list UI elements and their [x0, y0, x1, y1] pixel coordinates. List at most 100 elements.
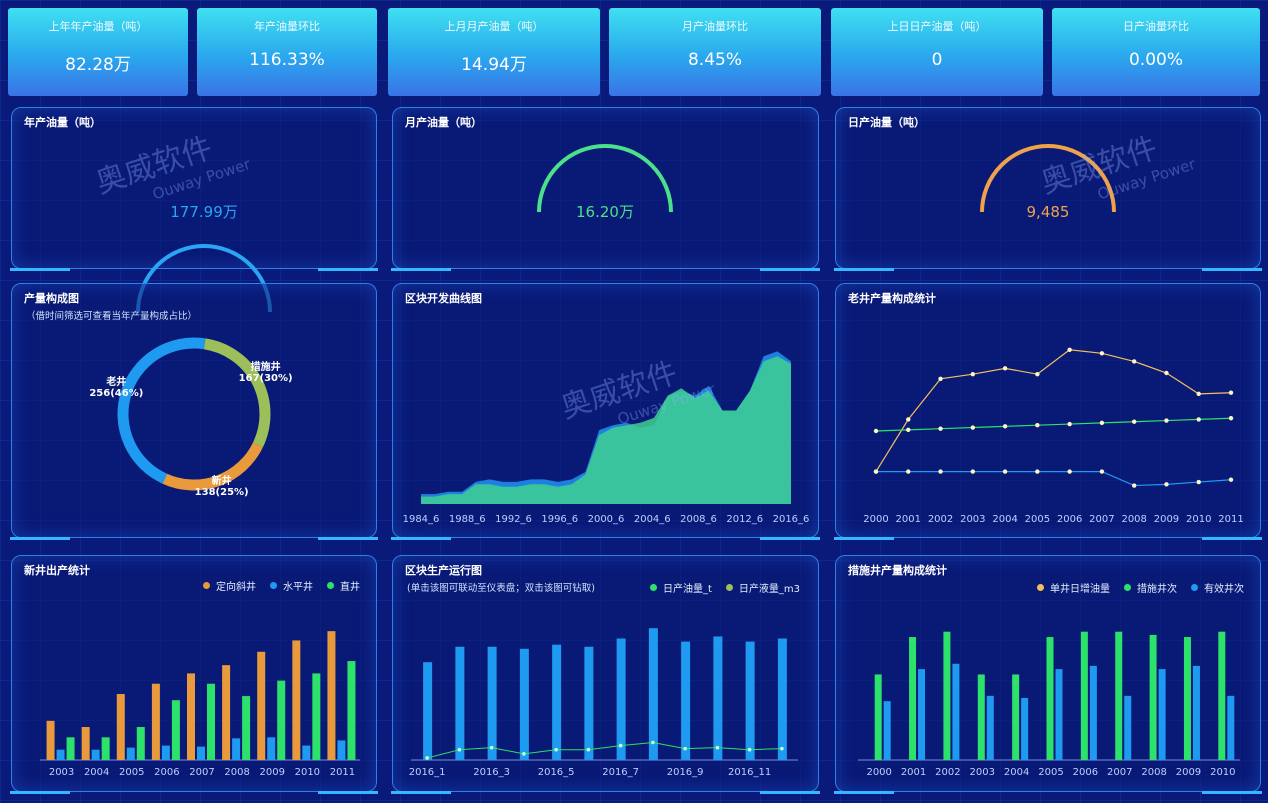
x-tick-label: 1996_6	[541, 514, 578, 525]
bar	[136, 727, 145, 760]
line-point	[683, 746, 687, 751]
line-point	[1131, 419, 1137, 424]
line-point	[489, 745, 494, 750]
bar	[423, 662, 433, 760]
line-point	[1002, 424, 1008, 429]
x-tick-label: 2016_11	[728, 767, 771, 778]
old-well-panel[interactable]: 老井产量构成统计 2000 2001 2002 2003 2004 2005 2006 200…	[834, 283, 1262, 540]
legend-item[interactable]: 日产油量_t	[649, 580, 712, 595]
bar	[584, 646, 594, 760]
panel-title: 新井出产统计	[24, 564, 90, 577]
legend-item[interactable]: 单井日增油量	[1037, 580, 1110, 595]
kpi-card-year-ratio: 年产油量环比 116.33%	[197, 8, 377, 96]
x-tick-label: 2009	[1154, 514, 1179, 525]
legend-dot	[327, 582, 334, 589]
gauge-panel-day[interactable]: 日产油量（吨） 9,485	[834, 107, 1262, 271]
line-point	[1131, 359, 1137, 364]
legend-dot	[649, 584, 657, 591]
line-point	[1131, 483, 1137, 488]
bar	[1149, 634, 1157, 760]
bar	[943, 631, 951, 760]
legend-item[interactable]: 直井	[327, 578, 360, 593]
kpi-label: 上日日产油量（吨）	[887, 20, 987, 33]
x-tick-label: 2005	[1038, 767, 1063, 778]
bar-chart: 2016_1 2016_3 2016_5 2016_7 2016_9 2016_11	[409, 628, 798, 778]
bar	[909, 637, 917, 760]
area-series	[421, 356, 791, 504]
kpi-value: 8.45%	[687, 50, 742, 70]
line-point	[1035, 371, 1040, 377]
x-tick-label: 2016_1	[409, 767, 446, 778]
bar	[1080, 631, 1088, 760]
kpi-card-month-ratio: 月产油量环比 8.45%	[609, 8, 821, 96]
x-tick-label: 2008	[1141, 767, 1166, 778]
gauge-panel-month[interactable]: 月产油量（吨） 16.20万	[391, 107, 820, 271]
bar	[1218, 631, 1226, 760]
bar	[302, 745, 311, 760]
legend-item[interactable]: 定向斜井	[203, 578, 256, 593]
line-point	[938, 376, 943, 381]
x-tick-label: 2008	[1121, 514, 1146, 525]
panel-title: 区块开发曲线图	[405, 292, 482, 305]
legend: 定向斜井 水平井 直井	[203, 578, 360, 593]
legend-dot	[1191, 584, 1198, 591]
x-tick-label: 1992_6	[495, 514, 532, 525]
line-point	[1164, 482, 1169, 487]
line-point	[1067, 347, 1072, 352]
bar	[1089, 665, 1097, 760]
measure-well-panel[interactable]: 措施井产量构成统计 单井日增油量 措施井次 有效井次 2000 2001 2002 2…	[834, 555, 1262, 794]
bar	[161, 745, 170, 760]
line-point	[586, 747, 591, 752]
x-tick-label: 2008_6	[680, 514, 717, 525]
bar	[745, 641, 755, 760]
kpi-label: 年产油量环比	[254, 20, 320, 33]
legend-item[interactable]: 措施井次	[1124, 580, 1177, 595]
panel-subtitle: (单击该图可联动至仪表盘；双击该图可钻取)	[407, 583, 595, 594]
line-point	[970, 425, 976, 430]
bar	[1183, 637, 1191, 760]
x-tick-label: 2001	[896, 514, 921, 525]
x-tick-label: 2006	[154, 767, 179, 778]
legend-label: 措施井次	[1137, 584, 1177, 595]
bar	[777, 638, 787, 760]
line-point	[1196, 391, 1201, 397]
block-prod-panel[interactable]: 区块生产运行图 (单击该图可联动至仪表盘；双击该图可钻取) 日产油量_t 日产液…	[391, 555, 820, 794]
bar	[187, 673, 195, 760]
bar	[116, 694, 125, 760]
bar	[986, 695, 994, 760]
gauge-panel-year[interactable]: 年产油量（吨） 177.99万	[10, 107, 378, 313]
line-point	[873, 428, 879, 434]
legend-item[interactable]: 水平井	[270, 578, 313, 593]
bar	[151, 683, 160, 760]
legend-label: 水平井	[283, 582, 313, 593]
slice-value-label: 256(46%)	[89, 388, 143, 399]
line-point	[938, 469, 943, 474]
line-point	[1196, 479, 1201, 485]
bar	[1012, 674, 1020, 760]
slice-value-label: 167(30%)	[239, 373, 293, 384]
bar	[648, 628, 658, 760]
block-dev-panel[interactable]: 区块开发曲线图 1984_6 1988_6 1992_6 1996_6 2000_6 20…	[391, 283, 820, 540]
legend-item[interactable]: 有效井次	[1191, 580, 1244, 595]
bar	[977, 674, 985, 760]
x-tick-label: 2000_6	[588, 514, 625, 525]
composition-panel[interactable]: 产量构成图 （借时间筛选可查看当年产量构成占比） 措施井 167(30%) 新井 13…	[10, 283, 378, 540]
bar	[81, 727, 90, 760]
line-point	[1099, 420, 1105, 426]
line-point	[1196, 417, 1201, 422]
x-tick-label: 2010	[295, 767, 320, 778]
gauge-day: 9,485	[980, 144, 1116, 221]
new-well-panel[interactable]: 新井出产统计 定向斜井 水平井 直井 2003 2004 2005 2006 2007 2…	[10, 555, 378, 794]
bar	[1021, 697, 1029, 760]
line-series	[875, 417, 1232, 432]
legend-label: 有效井次	[1204, 584, 1244, 595]
line-point	[522, 752, 526, 756]
legend-item[interactable]: 日产液量_m3	[725, 580, 800, 595]
bar	[1192, 665, 1200, 760]
panel-title: 年产油量（吨）	[24, 116, 101, 129]
legend-label: 日产油量_t	[662, 584, 712, 595]
x-tick-label: 2000	[866, 767, 891, 778]
x-tick-label: 2003	[970, 767, 995, 778]
slice-value-label: 138(25%)	[195, 487, 249, 498]
